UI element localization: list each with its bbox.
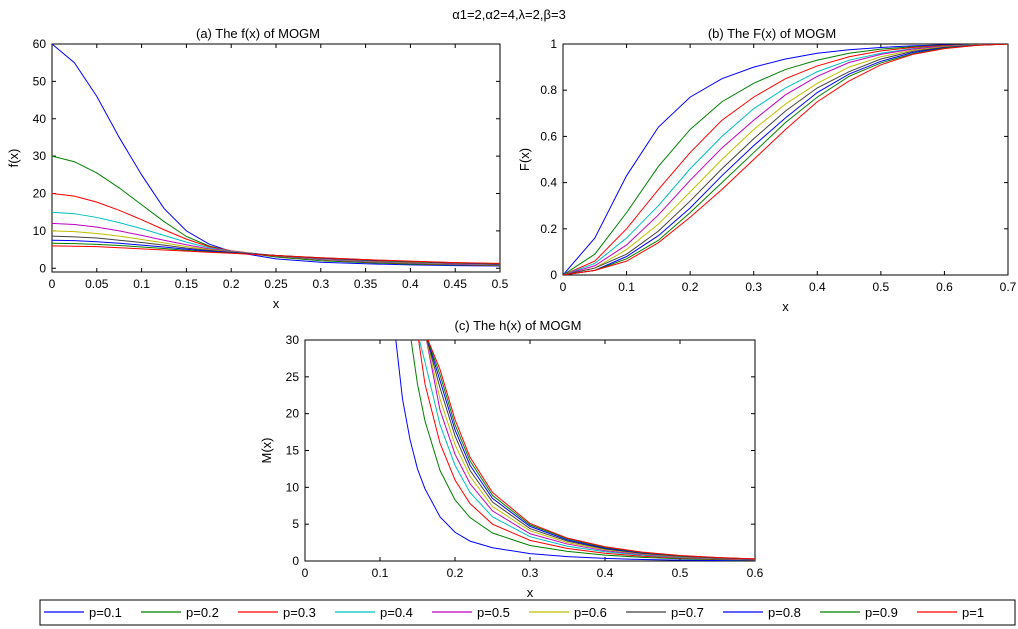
x-tick-label: 0.1 — [372, 566, 389, 580]
series-line-p01 — [395, 340, 755, 561]
x-tick-label: 0.5 — [873, 280, 890, 294]
series-line-p03 — [563, 44, 1008, 275]
y-axis-label: F(x) — [517, 148, 532, 171]
series-line-p1 — [427, 340, 755, 560]
x-axis-label: x — [527, 585, 534, 600]
x-axis-label: x — [782, 299, 789, 314]
x-axis-label: x — [273, 296, 280, 311]
x-tick-label: 0.2 — [223, 277, 240, 291]
y-tick-label: 15 — [286, 444, 300, 458]
chart-title: (b) The F(x) of MOGM — [708, 26, 836, 41]
y-tick-label: 1 — [550, 37, 557, 51]
y-tick-label: 10 — [33, 224, 47, 238]
y-tick-label: 20 — [286, 407, 300, 421]
legend-label: p=0.9 — [865, 605, 898, 620]
series-line-p04 — [418, 340, 755, 561]
x-tick-label: 0.5 — [492, 277, 509, 291]
y-tick-label: 0.6 — [540, 129, 557, 143]
legend-label: p=0.8 — [768, 605, 801, 620]
x-tick-label: 0.4 — [597, 566, 614, 580]
series-line-p02 — [52, 155, 500, 267]
series-line-p02 — [410, 340, 755, 561]
series-line-p1 — [52, 245, 500, 264]
legend-label: p=0.5 — [477, 605, 510, 620]
series-line-p05 — [563, 44, 1008, 275]
chart-panel-0: (a) The f(x) of MOGM 0 0.05 0.1 0.15 0.2 0.25 0… — [6, 26, 509, 311]
x-tick-label: 0.45 — [444, 277, 468, 291]
x-tick-label: 0.1 — [618, 280, 635, 294]
series-lines — [52, 44, 500, 267]
plot-area — [51, 43, 501, 273]
series-line-p07 — [563, 44, 1008, 275]
chart-title: (c) The h(x) of MOGM — [455, 318, 582, 333]
x-tick-label: 0.25 — [264, 277, 288, 291]
legend-label: p=0.6 — [574, 605, 607, 620]
x-tick-label: 0.15 — [175, 277, 199, 291]
y-tick-label: 0 — [550, 268, 557, 282]
x-tick-label: 0.2 — [447, 566, 464, 580]
x-tick-label: 0.4 — [402, 277, 419, 291]
legend-label: p=0.1 — [89, 605, 122, 620]
x-tick-label: 0.4 — [809, 280, 826, 294]
series-line-p06 — [563, 44, 1008, 275]
chart-panel-1: (b) The F(x) of MOGM 0 0.1 0.2 0.3 0.4 0.5 0.6 0… — [517, 26, 1017, 314]
y-axis-label: f(x) — [6, 149, 21, 168]
chart-title: (a) The f(x) of MOGM — [196, 26, 320, 41]
series-lines — [395, 340, 755, 561]
x-tick-label: 0 — [560, 280, 567, 294]
y-tick-label: 40 — [33, 112, 47, 126]
chart-panel-2: (c) The h(x) of MOGM 0 0.1 0.2 0.3 0.4 0.5 0.6 0… — [259, 318, 764, 600]
x-tick-label: 0.6 — [936, 280, 953, 294]
y-tick-label: 0 — [292, 554, 299, 568]
y-tick-label: 25 — [286, 370, 300, 384]
series-line-p1 — [563, 44, 1008, 275]
series-line-p01 — [563, 44, 1008, 275]
series-line-p08 — [563, 44, 1008, 275]
y-tick-label: 60 — [33, 37, 47, 51]
x-tick-label: 0 — [49, 277, 56, 291]
series-line-p09 — [563, 44, 1008, 275]
plot-area — [304, 339, 756, 562]
y-tick-label: 0.8 — [540, 83, 557, 97]
y-tick-label: 30 — [33, 149, 47, 163]
series-line-p03 — [418, 340, 755, 561]
legend: p=0.1 p=0.2 p=0.3 p=0.4 p=0.5 p=0.6 p=0.7 p=0.8… — [39, 599, 1016, 626]
x-tick-label: 0.5 — [672, 566, 689, 580]
x-tick-label: 0.3 — [745, 280, 762, 294]
x-tick-label: 0.2 — [682, 280, 699, 294]
series-lines — [563, 44, 1008, 275]
figure-suptitle: α1=2,α2=4,λ=2,β=3 — [452, 7, 566, 22]
y-tick-label: 30 — [286, 333, 300, 347]
legend-label: p=0.4 — [380, 605, 413, 620]
x-tick-label: 0.7 — [1000, 280, 1017, 294]
legend-label: p=0.7 — [671, 605, 704, 620]
y-tick-label: 10 — [286, 480, 300, 494]
series-line-p01 — [52, 44, 500, 267]
y-tick-label: 20 — [33, 187, 47, 201]
x-tick-label: 0.6 — [747, 566, 764, 580]
y-tick-label: 0 — [39, 261, 46, 275]
y-tick-label: 5 — [292, 517, 299, 531]
x-tick-label: 0.3 — [312, 277, 329, 291]
y-tick-label: 50 — [33, 74, 47, 88]
x-tick-label: 0.35 — [354, 277, 378, 291]
x-tick-label: 0 — [302, 566, 309, 580]
y-tick-label: 0.4 — [540, 176, 557, 190]
legend-label: p=0.3 — [283, 605, 316, 620]
legend-label: p=0.2 — [186, 605, 219, 620]
legend-label: p=1 — [962, 605, 984, 620]
x-tick-label: 0.3 — [522, 566, 539, 580]
x-tick-label: 0.05 — [85, 277, 109, 291]
x-tick-label: 0.1 — [133, 277, 150, 291]
y-axis-label: M(x) — [259, 438, 274, 464]
y-tick-label: 0.2 — [540, 222, 557, 236]
